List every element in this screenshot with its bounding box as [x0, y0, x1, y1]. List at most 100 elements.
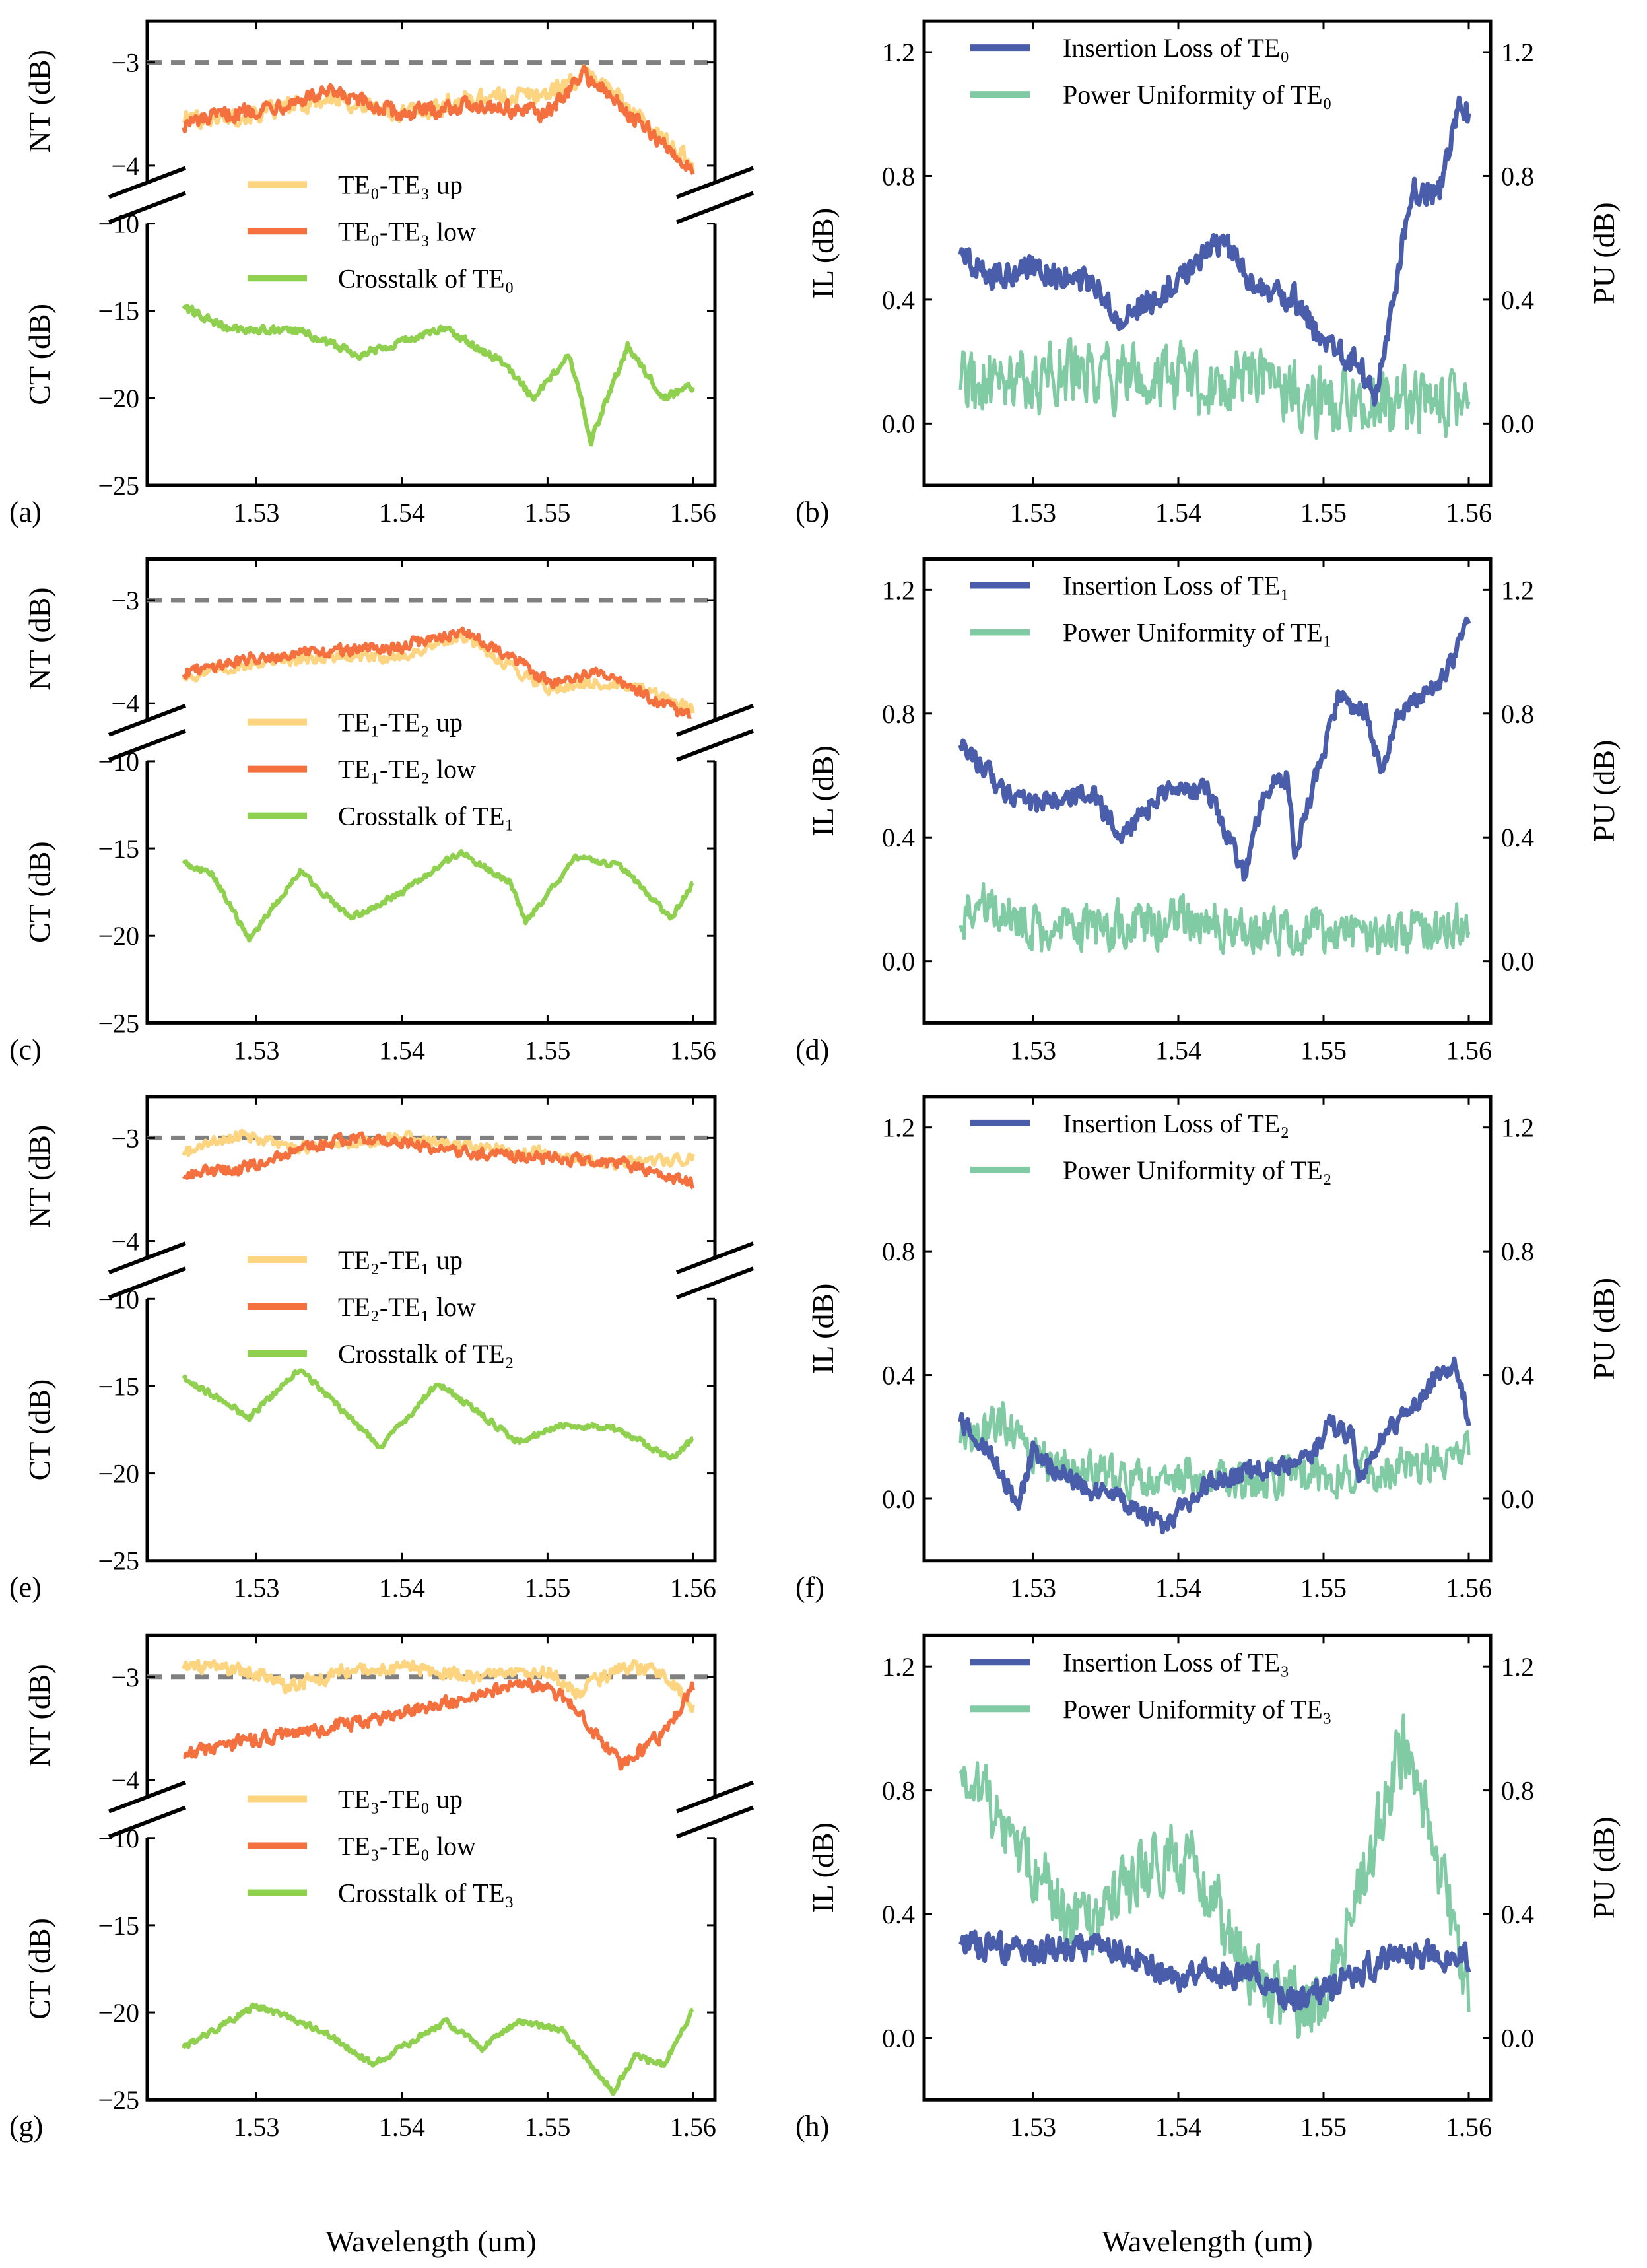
panel-g-axis-break: [675, 1780, 755, 1814]
panel-e-ytick-label: −20: [98, 1459, 139, 1489]
panel-d-ytick-label-right: 0.8: [1501, 699, 1534, 729]
panel-c-ytick-label: −4: [111, 689, 139, 718]
panel-a-ylabel-top: NT (dB): [22, 50, 56, 153]
panel-d-xtick-label: 1.55: [1300, 1035, 1347, 1065]
panel-a-axis-break: [108, 166, 187, 199]
panel-a-axis-break: [675, 191, 755, 224]
panel-h-ylabel-left: IL (dB): [806, 1822, 840, 1913]
panel-d-legend-label: Power Uniformity of TE₁: [1063, 617, 1332, 647]
panel-b-xtick-label: 1.54: [1155, 498, 1201, 528]
panel-d-legend-label: Insertion Loss of TE₁: [1063, 570, 1289, 600]
panel-g-axis-break: [108, 1780, 187, 1814]
panel-b-ytick-label: 0.4: [882, 285, 915, 315]
panel-a-bottom-frame: [145, 223, 717, 487]
panel-f-ytick-label: 0.8: [882, 1237, 915, 1266]
panel-c-ytick-label: −3: [111, 586, 139, 615]
panel-b-ytick-label: 0.0: [882, 409, 915, 438]
panel-a-axis-break: [108, 191, 187, 224]
panel-e-xtick-label: 1.53: [233, 1573, 279, 1603]
panel-g-xtick-label: 1.55: [524, 2112, 570, 2142]
panel-b-xtick-label: 1.56: [1446, 498, 1492, 528]
panel-d-ytick-label-right: 1.2: [1501, 575, 1534, 605]
panel-a-ytick-label: −20: [98, 384, 139, 413]
panel-e: −3 −4 −10 −15 −20 −25 1.53 1.54 1.55 1.56 NT (dB) C…: [22, 1095, 755, 1603]
panel-b-xtick-label: 1.53: [1010, 498, 1056, 528]
panel-h-ytick-label-right: 1.2: [1501, 1652, 1534, 1682]
panel-h-ytick-label: 0.4: [882, 1900, 915, 1929]
panel-e-ylabel-bottom: CT (dB): [22, 1379, 56, 1481]
panel-b-series-power-uniformity: [958, 337, 1471, 440]
panel-a-series-low: [182, 65, 695, 176]
panel-a-xtick-label: 1.54: [379, 498, 425, 528]
panel-b-legend-label: Insertion Loss of TE₀: [1063, 33, 1289, 63]
panel-label-c: (c): [9, 1033, 42, 1066]
panel-g-legend-label: TE₃-TE₀ low: [338, 1831, 476, 1861]
panel-g-ytick-label: −15: [98, 1911, 139, 1941]
panel-b-series-insertion-loss: [958, 95, 1471, 407]
panel-a-legend-label: TE₀-TE₃ up: [338, 170, 463, 199]
panel-h-xtick-label: 1.54: [1155, 2112, 1201, 2142]
panel-d-ytick-label: 0.8: [882, 699, 915, 729]
panel-g-xtick-label: 1.56: [670, 2112, 716, 2142]
panel-e-axis-break: [108, 1241, 187, 1274]
panel-b-ytick-label: 0.8: [882, 161, 915, 191]
panel-e-xtick-label: 1.54: [379, 1573, 425, 1603]
panel-g-ytick-label: −3: [111, 1663, 139, 1692]
panel-b-ylabel-left: IL (dB): [806, 208, 840, 299]
panel-c: −3 −4 −10 −15 −20 −25 1.53 1.54 1.55 1.56 NT (dB) C…: [22, 557, 755, 1065]
panel-g-ytick-label: −25: [98, 2085, 139, 2115]
panel-c-xtick-label: 1.53: [233, 1035, 279, 1065]
panel-c-legend-label: TE₁-TE₂ low: [338, 755, 476, 784]
panel-e-ylabel-top: NT (dB): [22, 1125, 56, 1228]
panel-label-d: (d): [795, 1033, 829, 1066]
panel-a: −3 −4 −10 −15 −20 −25 1.53 1.54 1.55 1.56 NT (dB) C…: [22, 19, 755, 528]
panel-f-ytick-label-right: 0.0: [1501, 1484, 1534, 1514]
panel-g-legend-label: TE₃-TE₀ up: [338, 1784, 463, 1814]
panel-e-axis-break: [675, 1241, 755, 1274]
panel-a-legend-label: Crosstalk of TE₀: [338, 263, 514, 293]
panel-g-series-crosstalk: [182, 2002, 694, 2096]
panel-g-xtick-label: 1.54: [379, 2112, 425, 2142]
panel-d: 0.0 0.0 0.4 0.4 0.8 0.8 1.2 1.2 1.53 1.54 1.55 1.56…: [806, 557, 1621, 1065]
panel-h: 0.0 0.0 0.4 0.4 0.8 0.8 1.2 1.2 1.53 1.54 1.55 1.56…: [806, 1633, 1621, 2142]
panel-f-xtick-label: 1.56: [1446, 1573, 1492, 1603]
panel-g-bottom-frame: [145, 1838, 717, 2102]
panel-g-xtick-label: 1.53: [233, 2112, 279, 2142]
panel-d-xtick-label: 1.53: [1010, 1035, 1056, 1065]
panel-c-top-frame: [145, 557, 717, 719]
panel-h-ytick-label: 0.8: [882, 1776, 915, 1806]
panel-h-ytick-label: 0.0: [882, 2023, 915, 2053]
panel-d-ytick-label: 0.4: [882, 823, 915, 852]
panel-a-ytick-label: −10: [98, 209, 139, 239]
panel-a-ytick-label: −25: [98, 471, 139, 500]
panel-d-ytick-label-right: 0.4: [1501, 823, 1534, 852]
panel-b-legend-label: Power Uniformity of TE₀: [1063, 80, 1332, 110]
panel-a-top-frame: [145, 19, 717, 182]
panel-label-g: (g): [9, 2110, 43, 2143]
panel-c-series-crosstalk: [182, 848, 694, 943]
panel-g-axis-break: [675, 1805, 755, 1839]
panel-h-legend-label: Insertion Loss of TE₃: [1063, 1647, 1289, 1677]
panel-a-legend-label: TE₀-TE₃ low: [338, 217, 476, 246]
panel-g: −3 −4 −10 −15 −20 −25 1.53 1.54 1.55 1.56 NT (dB) C…: [22, 1633, 755, 2142]
panel-h-frame: [922, 1633, 1493, 2102]
panel-c-xtick-label: 1.55: [524, 1035, 570, 1065]
panel-f-xtick-label: 1.54: [1155, 1573, 1201, 1603]
panel-c-axis-break: [675, 728, 755, 762]
panel-e-axis-break: [675, 1266, 755, 1299]
panel-e-ytick-label: −15: [98, 1371, 139, 1401]
panel-h-legend-label: Power Uniformity of TE₃: [1063, 1694, 1332, 1724]
panel-g-ytick-label: −4: [111, 1766, 139, 1795]
panel-b-ytick-label-right: 0.8: [1501, 161, 1534, 191]
panel-f-ytick-label: 1.2: [882, 1113, 915, 1143]
panel-f-ylabel-left: IL (dB): [806, 1284, 840, 1375]
panel-e-ytick-label: −25: [98, 1546, 139, 1576]
panel-d-ylabel-right: PU (dB): [1587, 740, 1621, 842]
panel-g-series-low: [183, 1677, 695, 1771]
panel-f-ytick-label-right: 0.8: [1501, 1237, 1534, 1266]
panel-b-ytick-label-right: 0.4: [1501, 285, 1534, 315]
panel-f-ytick-label: 0.0: [882, 1484, 915, 1514]
panel-e-xtick-label: 1.56: [670, 1573, 716, 1603]
panel-c-ytick-label: −15: [98, 834, 139, 864]
panel-f-ylabel-right: PU (dB): [1587, 1278, 1621, 1380]
